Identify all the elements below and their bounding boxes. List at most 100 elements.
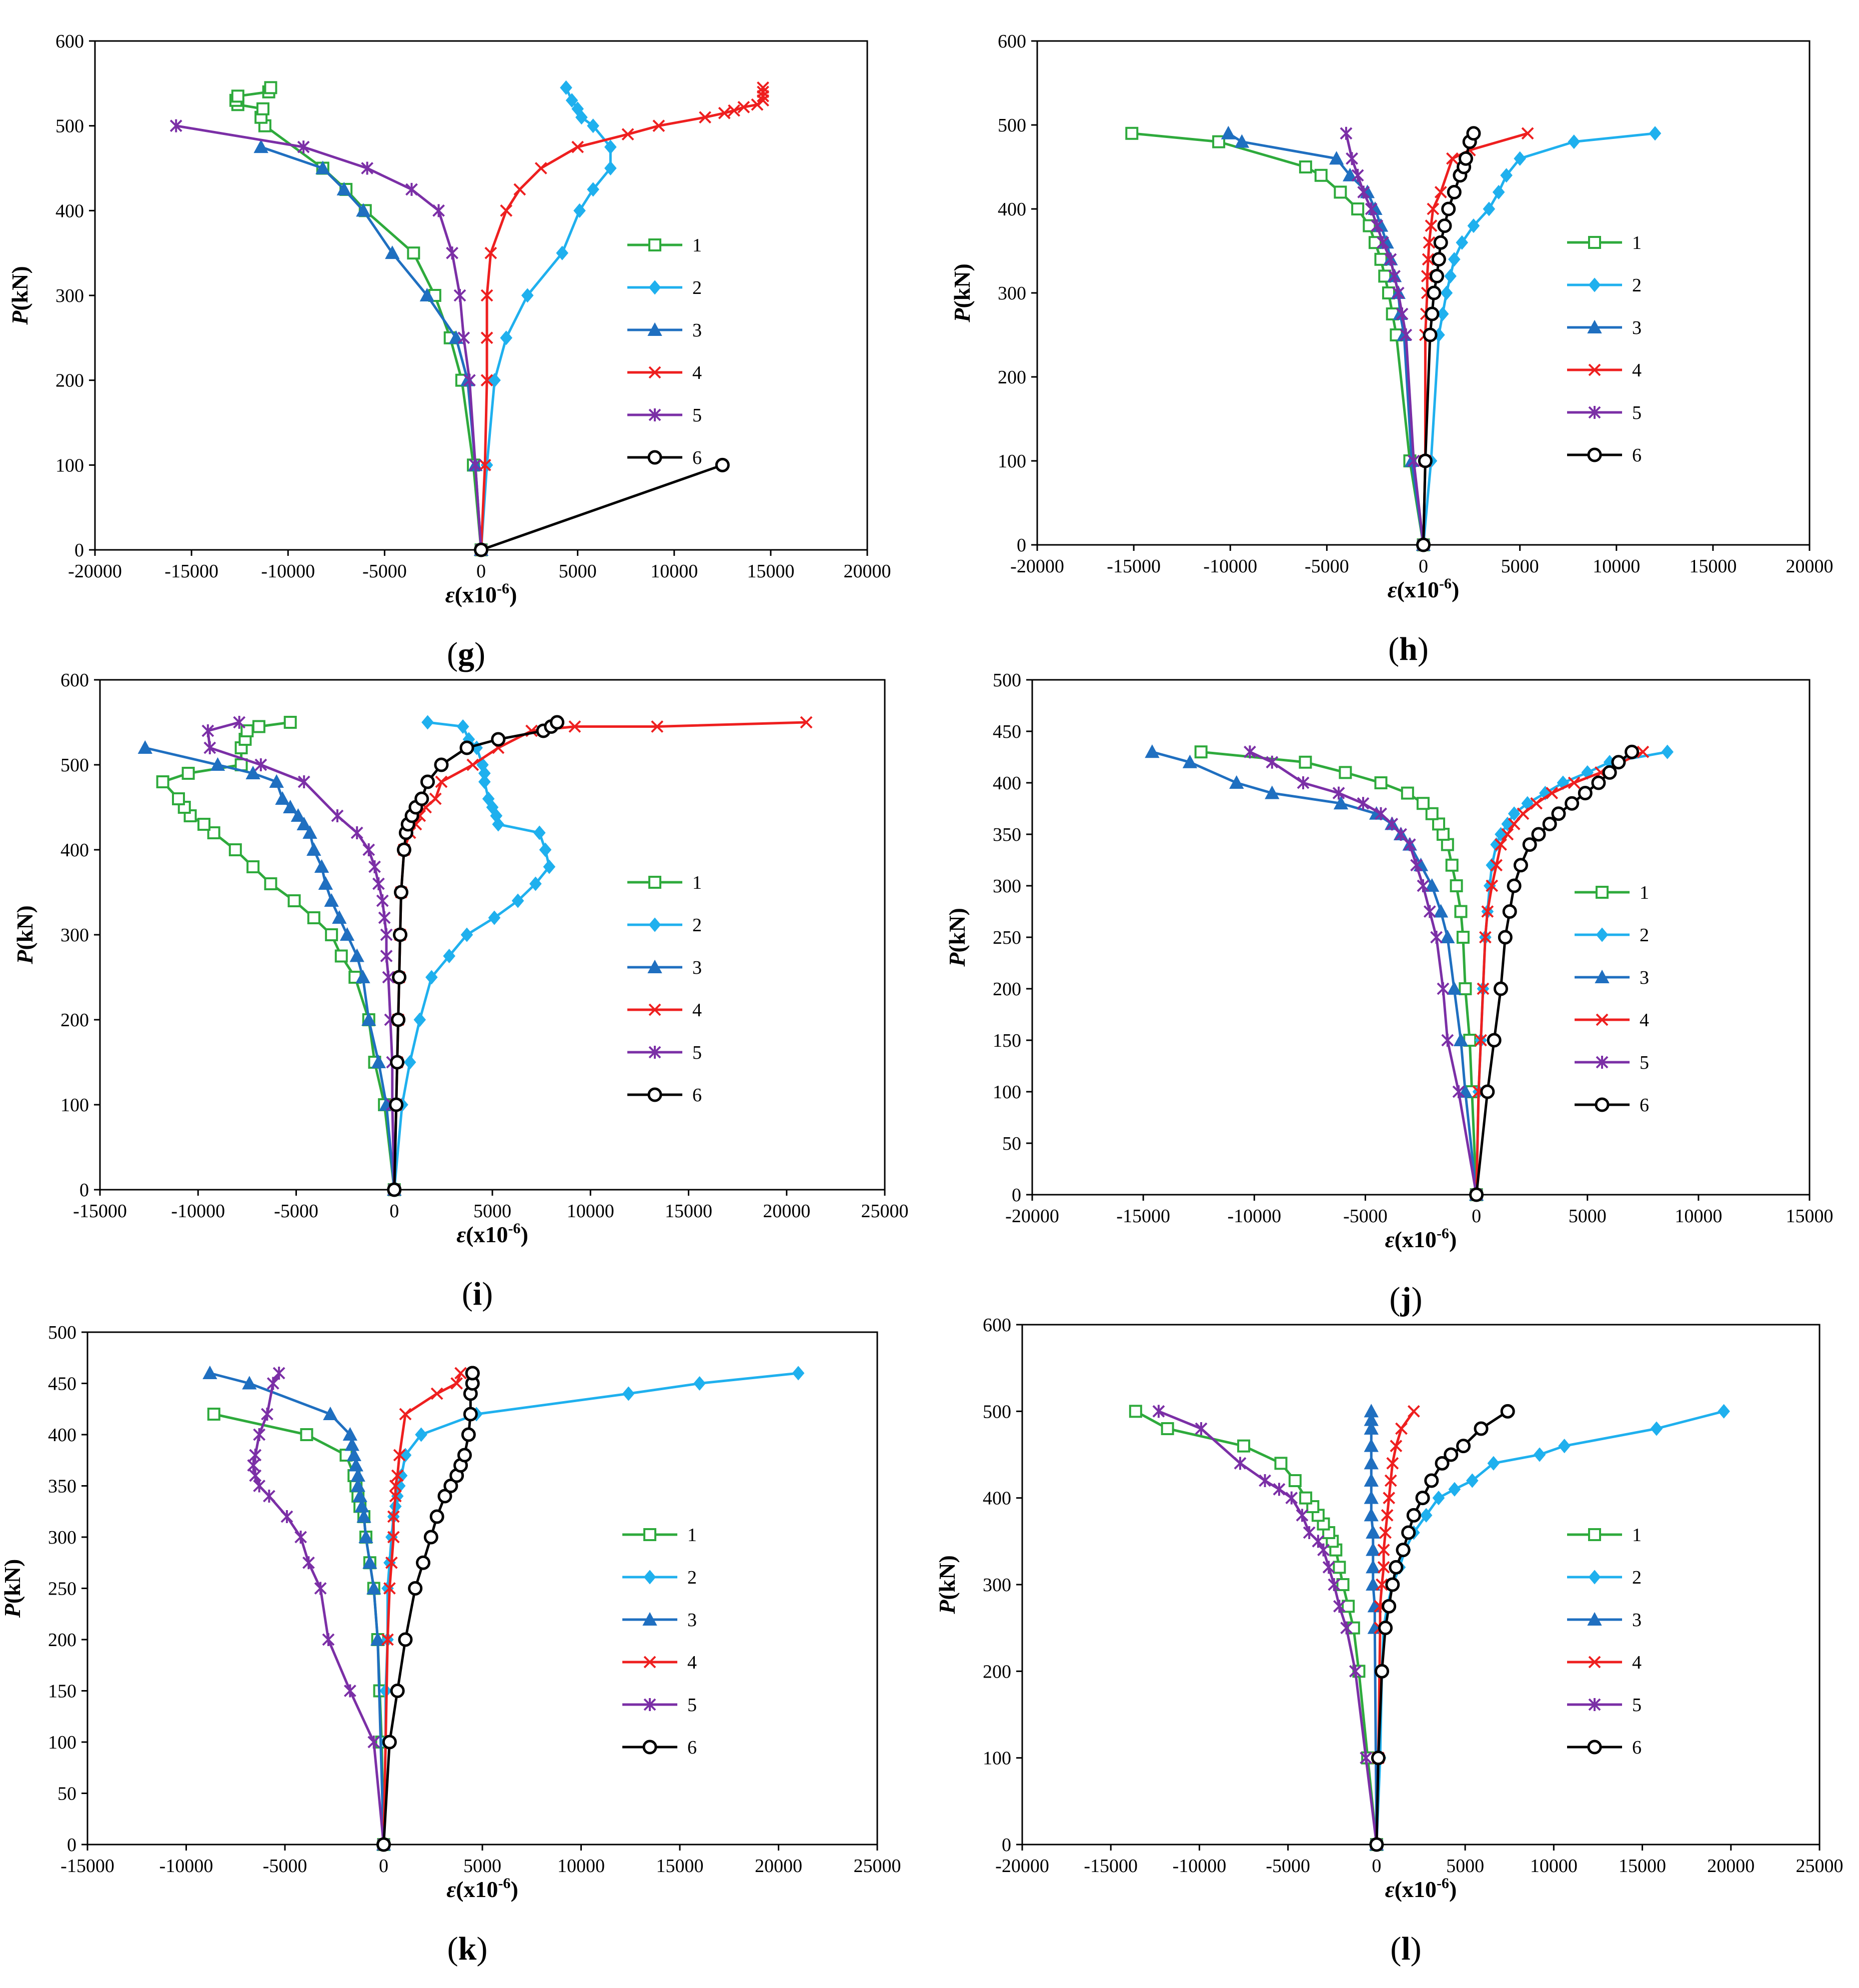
data-point [322, 1633, 335, 1646]
legend-marker [1588, 236, 1601, 249]
data-point [315, 160, 330, 174]
data-point [393, 885, 408, 900]
data-point [1495, 838, 1507, 851]
data-point [1718, 1404, 1730, 1419]
data-point [355, 969, 370, 983]
series-line [382, 1373, 474, 1845]
data-point [1440, 285, 1453, 300]
series-line [206, 721, 396, 1190]
data-point [403, 1055, 416, 1070]
data-point [371, 1054, 386, 1068]
data-point [1514, 151, 1526, 166]
series-3 [137, 740, 402, 1196]
series-6 [1416, 126, 1481, 552]
data-point [1243, 745, 1256, 759]
data-point [751, 98, 764, 111]
data-point [565, 93, 578, 108]
legend-item: 6 [1567, 1737, 1642, 1758]
x-tick-label: 20000 [1707, 1856, 1755, 1877]
y-tick-label: 100 [48, 1732, 76, 1753]
data-point [1517, 807, 1530, 820]
legend-marker [647, 1087, 662, 1102]
data-point [622, 1386, 635, 1401]
data-point [356, 203, 371, 217]
data-point [1425, 807, 1439, 820]
y-tick-label: 300 [998, 283, 1026, 304]
data-point [478, 458, 491, 471]
data-point [1456, 235, 1469, 250]
data-point [354, 1499, 369, 1513]
data-point [1447, 184, 1462, 199]
data-point [573, 203, 586, 218]
x-tick-label: -15000 [1084, 1856, 1138, 1877]
y-axis-unit: (kN) [12, 905, 37, 950]
data-point [413, 1012, 426, 1027]
data-point [331, 809, 344, 822]
data-point [398, 1632, 413, 1647]
data-point [1475, 1034, 1487, 1047]
data-point [1333, 1600, 1346, 1613]
data-point [1195, 1422, 1208, 1435]
y-tick-label: 0 [67, 1835, 76, 1856]
x-tick-label: 10000 [557, 1856, 605, 1877]
data-point [408, 1581, 423, 1596]
data-point [534, 162, 547, 174]
data-point [1343, 167, 1358, 181]
data-point [346, 1447, 361, 1461]
x-axis-unit: (x10 [456, 1877, 498, 1902]
legend: 1 2 3 4 5 6 [627, 235, 702, 468]
data-point [342, 1427, 358, 1441]
data-point [1364, 1473, 1379, 1487]
data-point [1441, 1034, 1454, 1047]
legend-item: 2 [1575, 925, 1649, 946]
data-point [1423, 327, 1438, 342]
data-point [1388, 269, 1401, 283]
data-point [1487, 1033, 1502, 1048]
data-point [1420, 1508, 1433, 1523]
data-point [253, 139, 268, 153]
panel-label: (i) [462, 1276, 493, 1312]
data-point [300, 1428, 313, 1441]
data-point [1568, 134, 1581, 149]
series-6 [1369, 1404, 1515, 1852]
series-2 [377, 1366, 805, 1852]
data-point [366, 1581, 381, 1595]
y-tick-label: 200 [48, 1630, 76, 1651]
data-point [416, 1555, 430, 1570]
data-point [283, 799, 298, 813]
data-point [252, 720, 265, 733]
data-point [1145, 744, 1160, 758]
data-point [343, 1684, 356, 1698]
series-1 [1129, 1405, 1383, 1851]
legend-marker [1595, 969, 1610, 983]
legend-label: 2 [692, 915, 702, 936]
data-point [480, 374, 493, 387]
data-point [356, 1509, 371, 1523]
data-point [1469, 1187, 1484, 1202]
legend-marker [648, 1003, 661, 1016]
x-axis-label: ε(x10-6) [1385, 1875, 1457, 1902]
data-point [1360, 1751, 1373, 1765]
data-point [480, 289, 493, 302]
data-point [389, 1490, 402, 1503]
data-point [242, 1376, 257, 1390]
data-point [715, 457, 730, 472]
y-tick-label: 300 [60, 925, 89, 946]
data-point [1591, 775, 1606, 790]
data-point [378, 911, 391, 924]
data-point [1297, 776, 1310, 789]
data-point [543, 859, 556, 874]
data-point [460, 927, 473, 942]
series-line [393, 721, 807, 1190]
x-axis-label: ε(x10-6) [1388, 575, 1460, 602]
panel-label-open: ( [1388, 631, 1399, 667]
data-point [334, 949, 348, 963]
data-point [1501, 828, 1514, 841]
legend-item: 2 [627, 915, 702, 936]
data-point [387, 1182, 402, 1197]
data-point [425, 970, 438, 985]
data-point [1299, 1491, 1313, 1505]
data-point [1234, 134, 1250, 148]
legend-item: 3 [627, 957, 702, 978]
